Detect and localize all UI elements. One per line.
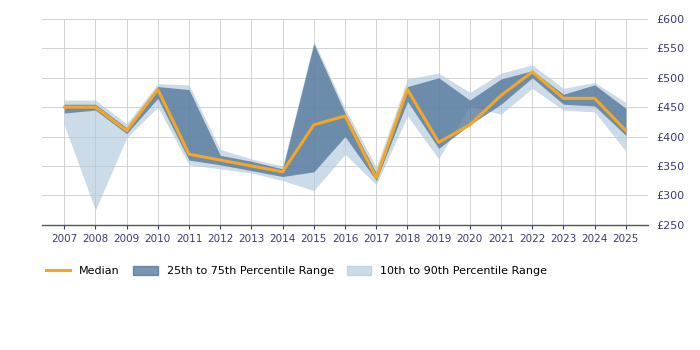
Legend: Median, 25th to 75th Percentile Range, 10th to 90th Percentile Range: Median, 25th to 75th Percentile Range, 1… [41,261,552,281]
